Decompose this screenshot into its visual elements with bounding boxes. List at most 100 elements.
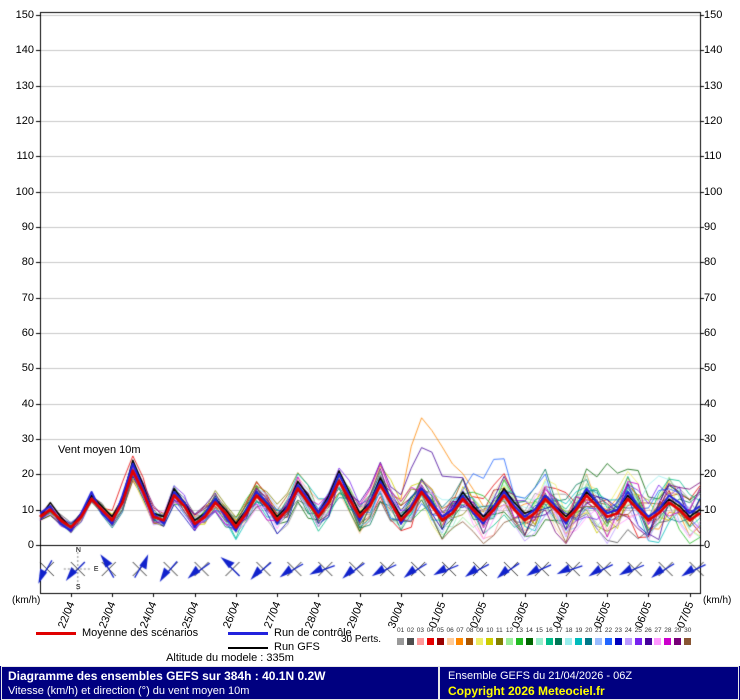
pert-member-number: 22 <box>604 627 613 634</box>
pert-color-swatch <box>545 638 553 645</box>
y-axis-label-left: 0 <box>27 539 34 551</box>
y-axis-label-right: 60 <box>704 327 717 339</box>
pert-member-number: 28 <box>664 627 672 634</box>
y-axis-label-right: 40 <box>704 398 717 410</box>
legend-gfs-line-sample <box>228 647 268 649</box>
legend-gfs-label: Run GFS <box>274 641 320 653</box>
pert-color-swatch <box>416 638 424 645</box>
legend-control-line-sample <box>228 632 268 635</box>
y-axis-label-left: 150 <box>15 9 34 21</box>
pert-color-swatch <box>406 638 414 645</box>
pert-color-swatch <box>505 638 513 645</box>
y-axis-label-left: 60 <box>21 327 34 339</box>
unit-label-right: (km/h) <box>703 595 732 606</box>
y-axis-label-left: 110 <box>16 150 34 162</box>
pert-member-number: 17 <box>555 627 563 634</box>
y-axis-label-right: 80 <box>704 256 717 268</box>
footer-subtitle: Vitesse (km/h) et direction (°) du vent … <box>8 685 250 697</box>
pert-color-swatch <box>496 638 503 645</box>
pert-member-number: 02 <box>406 627 415 634</box>
pert-color-swatch <box>466 638 474 645</box>
pert-member-number: 27 <box>654 627 662 634</box>
pert-member-number: 11 <box>496 627 503 634</box>
pert-color-swatch <box>684 638 692 645</box>
pert-member-number: 05 <box>436 627 444 634</box>
footer-right-box: Ensemble GEFS du 21/04/2026 - 06Z Copyri… <box>439 666 739 700</box>
pert-member-number: 24 <box>624 627 632 634</box>
pert-member-number: 08 <box>466 627 474 634</box>
footer-left-box: Diagramme des ensembles GEFS sur 384h : … <box>1 666 439 700</box>
y-axis-label-right: 100 <box>704 186 723 198</box>
pert-member-number: 18 <box>565 627 573 634</box>
pert-color-swatch <box>555 638 563 645</box>
pert-member-number: 20 <box>585 627 593 634</box>
y-axis-label-left: 130 <box>15 80 34 92</box>
y-axis-label-right: 30 <box>704 433 717 445</box>
pert-color-swatch <box>535 638 543 645</box>
y-axis-label-left: 80 <box>21 256 34 268</box>
y-axis-label-right: 70 <box>704 292 717 304</box>
pert-member-number: 25 <box>634 627 642 634</box>
y-axis-label-right: 120 <box>704 115 723 127</box>
y-axis-label-left: 10 <box>21 504 34 516</box>
footer-bar: Diagramme des ensembles GEFS sur 384h : … <box>0 666 740 700</box>
pert-color-swatch <box>426 638 434 645</box>
pert-color-swatch <box>634 638 642 645</box>
ensemble-chart-canvas <box>0 0 740 664</box>
y-axis-label-left: 70 <box>21 292 34 304</box>
y-axis-label-left: 50 <box>21 362 34 374</box>
y-axis-label-right: 110 <box>704 150 722 162</box>
y-axis-label-right: 150 <box>704 9 723 21</box>
pert-member-number: 07 <box>456 627 464 634</box>
pert-color-swatch <box>476 638 484 645</box>
pert-color-swatch <box>644 638 652 645</box>
pert-member-number: 21 <box>595 627 603 634</box>
pert-color-swatch <box>624 638 632 645</box>
legend-mean-label: Moyenne des scénarios <box>82 627 199 639</box>
y-axis-label-right: 130 <box>704 80 723 92</box>
pert-member-number: 19 <box>575 627 583 634</box>
pert-member-number: 01 <box>397 627 405 634</box>
pert-color-swatch <box>565 638 573 645</box>
compass-east-label: E <box>93 566 99 573</box>
pert-color-swatch <box>654 638 662 645</box>
y-axis-label-right: 10 <box>704 504 717 516</box>
pert-color-swatch <box>436 638 444 645</box>
pert-color-swatch <box>397 638 404 645</box>
legend-control-label: Run de contrôle <box>274 627 352 639</box>
pert-member-number: 04 <box>426 627 434 634</box>
pert-member-number: 09 <box>476 627 484 634</box>
pert-color-swatch <box>614 638 622 645</box>
pert-member-number: 10 <box>486 627 494 634</box>
pert-color-swatch <box>595 638 602 645</box>
y-axis-label-left: 120 <box>15 115 34 127</box>
y-axis-label-left: 90 <box>21 221 34 233</box>
pert-color-swatch <box>486 638 494 645</box>
y-axis-label-right: 90 <box>704 221 717 233</box>
pert-member-number: 12 <box>505 627 514 634</box>
y-axis-label-left: 40 <box>21 398 34 410</box>
pert-color-swatch <box>515 638 523 645</box>
pert-member-number: 06 <box>446 627 454 634</box>
y-axis-label-right: 140 <box>704 44 723 56</box>
y-axis-label-right: 20 <box>704 468 717 480</box>
pert-color-swatch <box>604 638 612 645</box>
y-axis-label-left: 30 <box>21 433 34 445</box>
footer-title: Diagramme des ensembles GEFS sur 384h : … <box>8 669 326 683</box>
pert-member-number: 03 <box>416 627 425 634</box>
compass-south-label: S <box>75 584 81 591</box>
y-axis-label-right: 50 <box>704 362 717 374</box>
y-axis-label-left: 20 <box>21 468 34 480</box>
footer-run-info: Ensemble GEFS du 21/04/2026 - 06Z <box>448 670 633 682</box>
compass-north-label: N <box>75 547 81 554</box>
pert-member-number: 16 <box>545 627 553 634</box>
pert-member-number: 26 <box>644 627 652 634</box>
y-axis-label-right: 0 <box>704 539 711 551</box>
legend-perts-label: 30 Perts. <box>341 634 382 645</box>
pert-member-number: 23 <box>614 627 623 634</box>
y-axis-label-left: 140 <box>15 44 34 56</box>
unit-label-left: (km/h) <box>12 595 41 606</box>
pert-member-number: 14 <box>525 627 533 634</box>
pert-color-swatch <box>525 638 533 645</box>
